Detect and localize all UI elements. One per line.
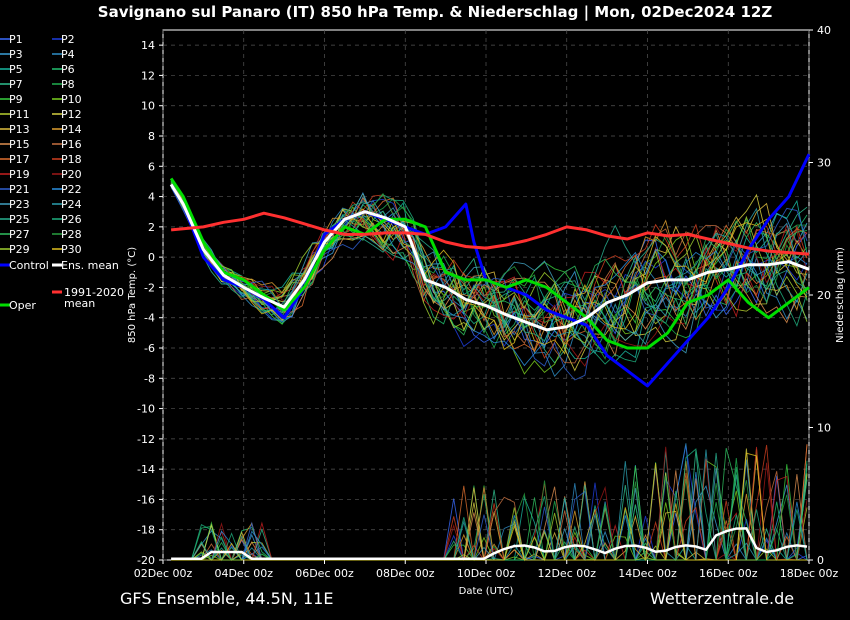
y2-tick-label: 0	[817, 554, 824, 567]
x-tick-label: 12Dec 00z	[537, 567, 596, 580]
x-tick-label: 06Dec 00z	[295, 567, 354, 580]
y2-axis-ticks: 0 10 20 30 40	[809, 24, 831, 567]
series-line-1991-2020-mean	[170, 211, 810, 256]
ens-mean-precip-line	[171, 527, 808, 560]
y-tick-label: -20	[137, 554, 155, 567]
legend-label-p7: P7	[9, 78, 23, 91]
y-tick-label: -16	[137, 493, 155, 506]
x-tick-label: 16Dec 00z	[699, 567, 758, 580]
legend-label-p17: P17	[9, 153, 30, 166]
main-series	[169, 153, 811, 388]
legend-label-p9: P9	[9, 93, 23, 106]
legend-label-p28: P28	[61, 228, 82, 241]
x-tick-label: 08Dec 00z	[376, 567, 435, 580]
legend-label-p20: P20	[61, 168, 82, 181]
ensemble-line-p23	[170, 182, 808, 354]
y-tick-label: -10	[137, 403, 155, 416]
series-line-ens-mean	[169, 183, 810, 332]
y-tick-label: 10	[141, 100, 155, 113]
legend-label-p27: P27	[9, 228, 30, 241]
legend-label-p25: P25	[9, 213, 30, 226]
y-tick-label: 14	[141, 39, 155, 52]
legend-label-p12: P12	[61, 108, 82, 121]
chart-title: Savignano sul Panaro (IT) 850 hPa Temp. …	[98, 3, 773, 22]
y-tick-label: -2	[144, 281, 155, 294]
footer-model-info: GFS Ensemble, 44.5N, 11E	[120, 589, 333, 608]
y-tick-label: 12	[141, 69, 155, 82]
y-tick-label: 2	[148, 221, 155, 234]
x-tick-label: 14Dec 00z	[618, 567, 677, 580]
x-tick-label: 10Dec 00z	[457, 567, 516, 580]
legend-label-control: Control	[9, 259, 49, 272]
legend-label-p5: P5	[9, 63, 23, 76]
legend-label-ens-mean: Ens. mean	[61, 259, 119, 272]
legend-label-p23: P23	[9, 198, 30, 211]
y-tick-label: 0	[148, 251, 155, 264]
y-tick-label: 4	[148, 191, 155, 204]
precip-line-p30	[171, 452, 807, 562]
ensemble-line-p14	[170, 181, 808, 353]
legend-label-p1: P1	[9, 33, 23, 46]
legend-label-p30: P30	[61, 243, 82, 256]
legend-label-p16: P16	[61, 138, 82, 151]
legend-label-p4: P4	[61, 48, 75, 61]
x-tick-label: 04Dec 00z	[214, 567, 273, 580]
y2-tick-label: 20	[817, 289, 831, 302]
y-tick-label: -12	[137, 433, 155, 446]
y-tick-label: -8	[144, 372, 155, 385]
ensemble-line-p3	[170, 183, 808, 350]
y2-tick-label: 10	[817, 422, 831, 435]
legend-label-p29: P29	[9, 243, 30, 256]
x-axis-label: Date (UTC)	[459, 586, 514, 597]
legend-label-1991-2020-mean: 1991-2020 mean	[64, 286, 124, 310]
x-axis-ticks: 02Dec 00z 04Dec 00z 06Dec 00z 08Dec 00z 10De…	[134, 560, 839, 580]
y2-tick-label: 30	[817, 157, 831, 170]
y-tick-label: -6	[144, 342, 155, 355]
y2-axis-label: Niederschlag (mm)	[835, 247, 846, 343]
y-axis-ticks: 14 12 10 8 6 4 2 0 -2 -4 -6 -8 -10 -12 -14 -16 -18 -20	[137, 39, 163, 567]
legend-label-p13: P13	[9, 123, 30, 136]
legend-label-p3: P3	[9, 48, 23, 61]
y-axis-label: 850 hPa Temp. (°C)	[127, 247, 138, 343]
x-tick-label: 18Dec 00z	[780, 567, 839, 580]
ensemble-line-p28	[170, 182, 808, 360]
y-tick-label: 6	[148, 160, 155, 173]
legend-label-p26: P26	[61, 213, 82, 226]
ensemble-line-p2	[170, 186, 808, 348]
y-tick-label: 8	[148, 130, 155, 143]
series-line-control	[169, 153, 811, 388]
legend-label-p24: P24	[61, 198, 82, 211]
legend-label-p6: P6	[61, 63, 75, 76]
legend-label-p21: P21	[9, 183, 30, 196]
legend-label-p19: P19	[9, 168, 30, 181]
legend: P1 P2 P3 P4 P5 P6 P7 P8 P9 P10 P11 P12 P13 P14 P15 P16 P…	[0, 33, 124, 312]
legend-label-p10: P10	[61, 93, 82, 106]
footer-source: Wetterzentrale.de	[650, 589, 794, 608]
legend-label-p18: P18	[61, 153, 82, 166]
legend-label-p22: P22	[61, 183, 82, 196]
y2-tick-label: 40	[817, 24, 831, 37]
ensemble-line-p30	[170, 183, 808, 355]
ensemble-line-p1	[170, 184, 808, 347]
legend-label-p8: P8	[61, 78, 75, 91]
y-tick-label: -18	[137, 524, 155, 537]
y-tick-label: -4	[144, 312, 155, 325]
legend-label-p14: P14	[61, 123, 82, 136]
ensemble-line-p16	[170, 185, 808, 364]
legend-label-oper: Oper	[9, 299, 36, 312]
ensemble-members	[170, 181, 808, 562]
legend-label-p2: P2	[61, 33, 75, 46]
legend-label-p15: P15	[9, 138, 30, 151]
legend-label-p11: P11	[9, 108, 30, 121]
y-tick-label: -14	[137, 463, 155, 476]
ensemble-line-p29	[170, 183, 808, 344]
x-tick-label: 02Dec 00z	[134, 567, 193, 580]
precip-line-p28	[171, 475, 807, 561]
